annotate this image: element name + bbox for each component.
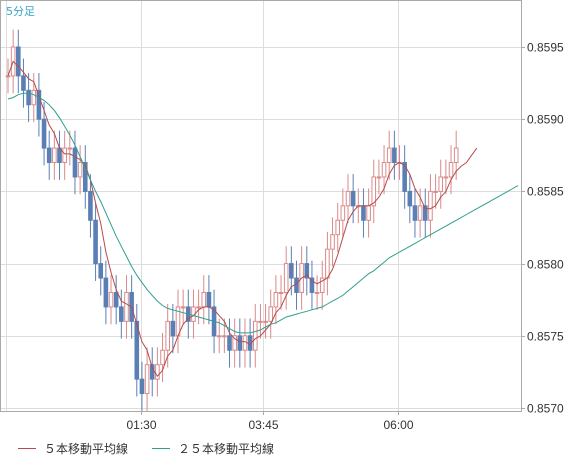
- candle-body: [345, 190, 351, 207]
- candle-body: [258, 320, 263, 323]
- candle-body: [201, 291, 207, 308]
- candle-body: [242, 335, 248, 351]
- candle-body: [428, 190, 433, 221]
- candle-body: [278, 291, 284, 294]
- candle-body: [294, 277, 299, 293]
- candle-body: [26, 89, 31, 106]
- candle-body: [335, 219, 340, 236]
- candle-body: [422, 205, 428, 221]
- candle-body: [108, 291, 114, 308]
- candle-body: [283, 263, 289, 293]
- candle-body: [113, 291, 119, 308]
- candle-body: [165, 320, 170, 351]
- y-tick-label: 0.8585: [527, 185, 564, 199]
- candle-body: [443, 176, 449, 179]
- candle-body: [407, 190, 413, 207]
- candle-body: [155, 364, 160, 380]
- candle-body: [77, 162, 83, 178]
- candle-body: [350, 190, 356, 207]
- y-tick-label: 0.8570: [527, 402, 564, 416]
- candle-body: [72, 147, 78, 178]
- candle-body: [268, 306, 274, 322]
- ma5-line: [7, 60, 478, 378]
- legend: ５本移動平均線 ２５本移動平均線: [18, 441, 274, 456]
- candle-body: [386, 147, 392, 164]
- candle-body: [196, 306, 201, 309]
- ma25-line: [7, 92, 519, 334]
- candle-body: [319, 277, 325, 293]
- candle-body: [448, 162, 454, 178]
- candle-body: [361, 205, 366, 221]
- candle-body: [5, 75, 11, 78]
- candle-body: [417, 205, 423, 221]
- chart-title: 5分足: [6, 5, 35, 18]
- legend-label: ５本移動平均線: [44, 441, 128, 456]
- candle-body: [41, 118, 47, 149]
- candle-body: [216, 335, 222, 338]
- candle-body: [340, 205, 346, 221]
- candle-body: [376, 176, 382, 179]
- candle-body: [52, 147, 57, 164]
- moving-average-lines: [7, 60, 519, 378]
- candle-body: [93, 219, 98, 265]
- candle-body: [144, 364, 150, 395]
- candle-body: [392, 147, 397, 164]
- candle-body: [263, 320, 268, 323]
- y-tick-label: 0.8580: [527, 258, 564, 272]
- candle-body: [36, 89, 42, 120]
- candle-body: [381, 162, 387, 178]
- x-tick-label: 03:45: [248, 418, 278, 432]
- candle-body: [232, 335, 237, 351]
- candle-body: [206, 291, 212, 308]
- candle-body: [453, 147, 459, 164]
- candle-body: [160, 349, 165, 366]
- candle-body: [134, 320, 140, 380]
- candle-body: [433, 190, 438, 193]
- candle-body: [46, 147, 52, 164]
- candle-body: [119, 306, 124, 322]
- candle-body: [309, 277, 315, 293]
- candle-body: [289, 263, 294, 279]
- y-tick-label: 0.8590: [527, 113, 564, 127]
- x-tick-label: 01:30: [126, 418, 156, 432]
- candle-body: [180, 306, 186, 309]
- candle-body: [16, 46, 21, 77]
- candle-body: [170, 320, 176, 337]
- candle-body: [402, 162, 407, 192]
- candle-body: [88, 190, 93, 221]
- candle-body: [237, 335, 243, 351]
- candle-body: [149, 364, 155, 380]
- candle-body: [222, 335, 227, 338]
- x-axis-ticks: 01:30 03:45 06:00: [126, 411, 414, 432]
- candle-body: [366, 205, 371, 221]
- candle-body: [273, 291, 279, 308]
- candle-body: [139, 378, 145, 395]
- candle-body: [31, 89, 37, 106]
- candle-body: [124, 291, 129, 322]
- candle-body: [371, 176, 377, 207]
- y-axis-ticks: 0.8570 0.8575 0.8580 0.8585 0.8590 0.8595: [521, 41, 564, 416]
- candle-body: [98, 263, 104, 279]
- plot-frame: [0, 0, 522, 412]
- candle-body: [438, 176, 444, 192]
- candle-body: [227, 335, 232, 351]
- candle-body: [62, 147, 67, 164]
- y-tick-label: 0.8575: [527, 330, 564, 344]
- candle-body: [325, 248, 330, 279]
- candle-body: [412, 205, 418, 221]
- candle-body: [314, 291, 320, 294]
- legend-label: ２５本移動平均線: [178, 441, 274, 456]
- candle-body: [252, 320, 258, 351]
- candle-body: [330, 234, 335, 250]
- y-tick-label: 0.8595: [527, 41, 564, 55]
- candle-body: [103, 277, 109, 308]
- candle-body: [304, 263, 310, 279]
- candle-body: [67, 147, 73, 150]
- x-tick-label: 06:00: [383, 418, 413, 432]
- candle-body: [21, 75, 26, 91]
- candle-body: [82, 162, 88, 192]
